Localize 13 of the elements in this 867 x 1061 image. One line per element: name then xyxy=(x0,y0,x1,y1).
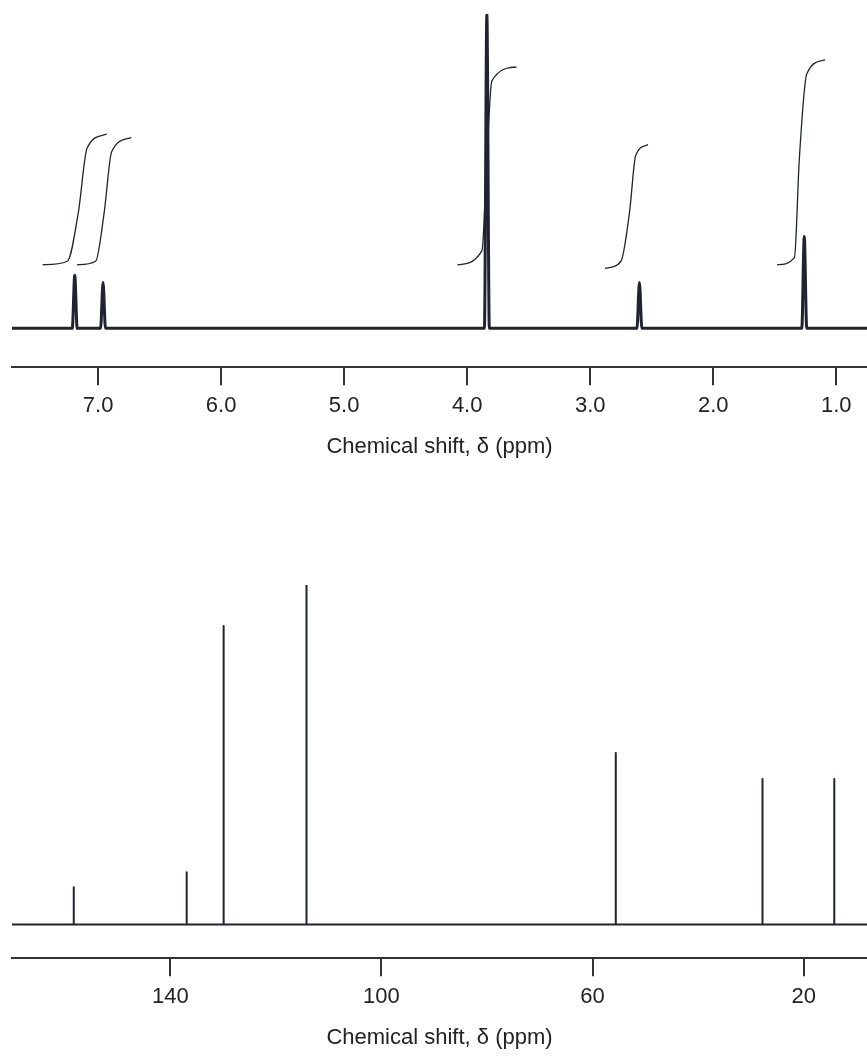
x-tick-label: 5.0 xyxy=(328,392,360,418)
x-tick-label: 1.0 xyxy=(820,392,852,418)
x-tick-label: 6.0 xyxy=(205,392,237,418)
x-tick-label: 4.0 xyxy=(451,392,483,418)
x-tick-label: 7.0 xyxy=(82,392,114,418)
x-axis-title: Chemical shift, δ (ppm) xyxy=(326,1023,553,1049)
x-tick-label: 60 xyxy=(580,983,605,1009)
x-tick-label: 140 xyxy=(151,983,189,1009)
x-tick-label: 3.0 xyxy=(574,392,606,418)
x-tick-label: 100 xyxy=(363,983,400,1009)
x-axis-title: Chemical shift, δ (ppm) xyxy=(326,432,553,458)
x-tick-label: 2.0 xyxy=(697,392,729,418)
x-tick-label: 20 xyxy=(791,983,816,1009)
